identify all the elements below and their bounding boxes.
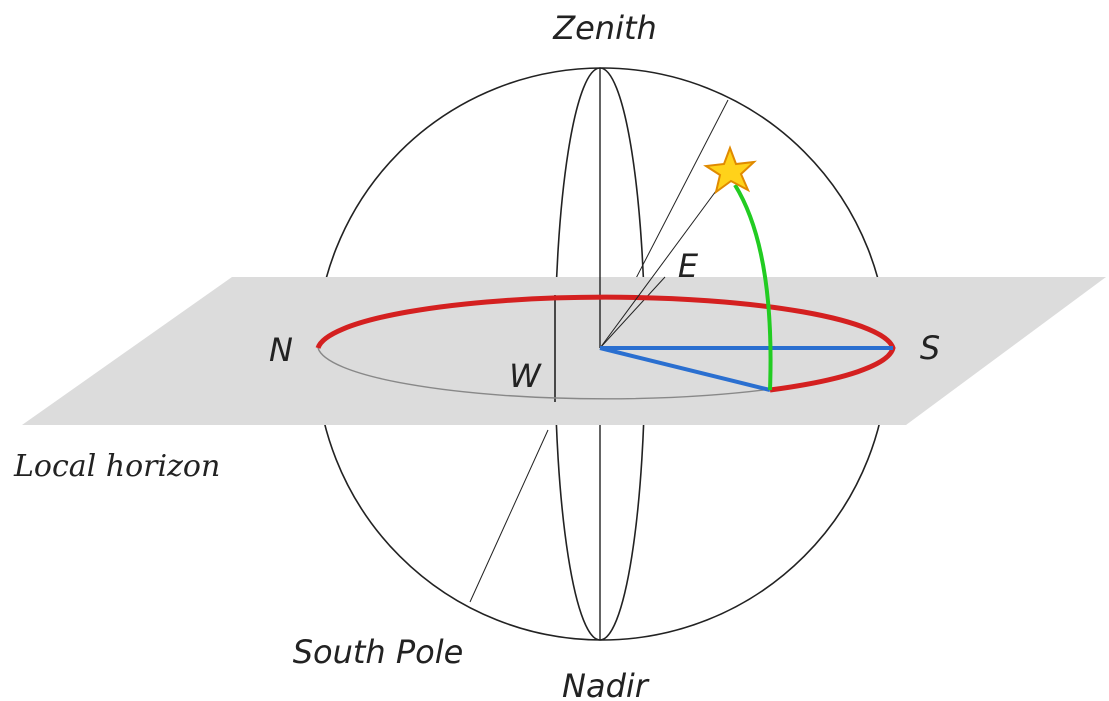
celestial-sphere-diagram: Zenith Nadir N S E W Local horizon South…	[0, 0, 1109, 701]
south-pole-label: South Pole	[293, 633, 464, 671]
west-label: W	[509, 357, 542, 395]
page: Zenith Nadir N S E W Local horizon South…	[0, 0, 1109, 701]
star	[706, 148, 754, 192]
south-label: S	[920, 329, 940, 367]
zenith-label: Zenith	[552, 9, 657, 47]
local-horizon-label: Local horizon	[13, 449, 220, 484]
nadir-label: Nadir	[562, 667, 650, 701]
north-label: N	[269, 331, 293, 369]
east-label: E	[678, 247, 699, 285]
polar-axis-lower	[470, 430, 548, 602]
